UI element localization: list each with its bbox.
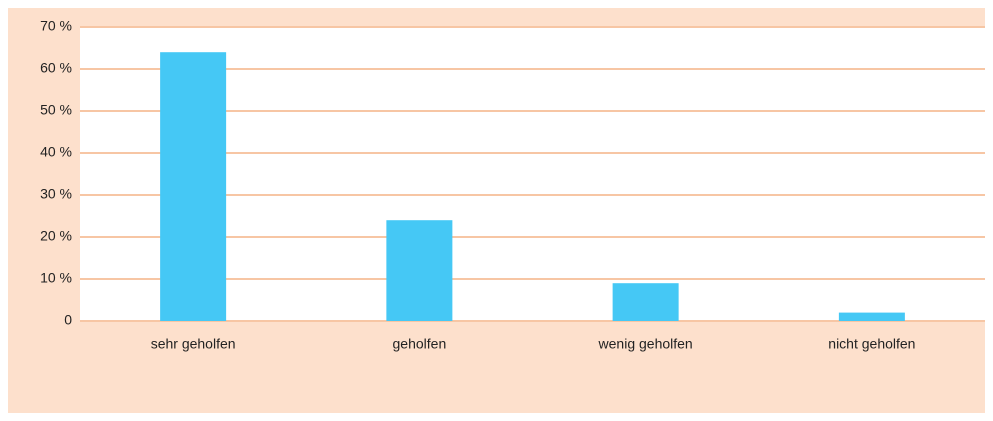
x-tick-label: wenig geholfen	[598, 336, 693, 352]
x-tick-label: geholfen	[393, 336, 447, 352]
y-tick-label: 60 %	[40, 60, 72, 76]
y-tick-label: 0	[64, 312, 72, 328]
x-tick-label: nicht geholfen	[828, 336, 915, 352]
x-tick-label: sehr geholfen	[151, 336, 236, 352]
bar	[838, 312, 905, 321]
y-tick-label: 20 %	[40, 228, 72, 244]
y-tick-label: 30 %	[40, 186, 72, 202]
y-tick-label: 10 %	[40, 270, 72, 286]
plot-area	[80, 27, 985, 321]
bar	[160, 52, 227, 321]
bar	[386, 220, 453, 321]
y-tick-label: 70 %	[40, 18, 72, 34]
y-tick-label: 40 %	[40, 144, 72, 160]
bar	[612, 283, 679, 321]
y-tick-label: 50 %	[40, 102, 72, 118]
